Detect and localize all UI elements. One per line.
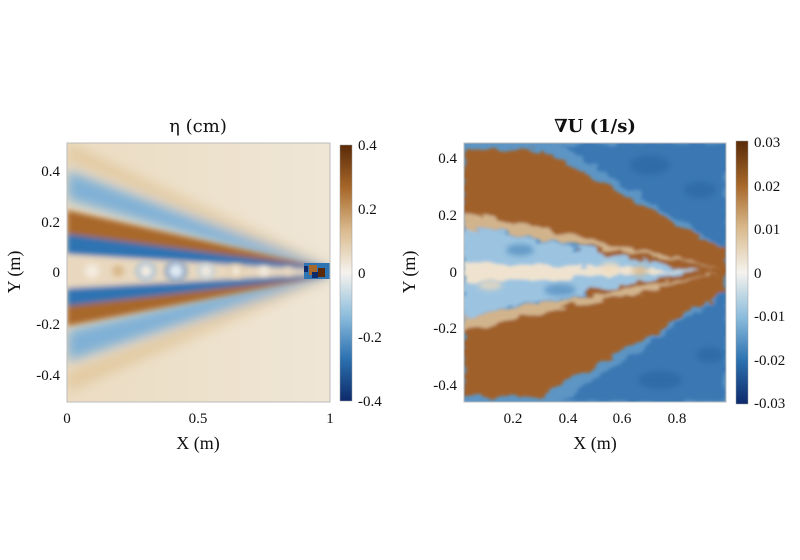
eta-outer-pos-arm-lower xyxy=(67,274,330,392)
divergence-y-axis-label: Y (m) xyxy=(399,251,420,294)
eta-chart: η (cm) xyxy=(4,116,382,454)
eta-cbar-tick-label: 0.2 xyxy=(358,202,377,218)
eta-outer-neg-arm-upper xyxy=(67,170,330,276)
eta-chart-title: η (cm) xyxy=(169,116,227,137)
divergence-cbar-tick-label: 0.01 xyxy=(754,222,780,238)
divergence-neg-exterior-upper xyxy=(560,143,726,250)
eta-plot-frame xyxy=(66,142,331,403)
divergence-cbar-tick-label: -0.02 xyxy=(754,353,785,369)
eta-pos-arm-lower xyxy=(67,272,326,326)
eta-y-tick-label: 0 xyxy=(53,265,61,281)
eta-y-axis: 0.4 0.2 0 -0.2 -0.4 xyxy=(36,164,60,384)
divergence-heatmap xyxy=(464,143,726,402)
divergence-y-tick-label: -0.2 xyxy=(433,321,457,337)
divergence-center-strip xyxy=(464,262,700,282)
eta-cbar-tick-label: 0 xyxy=(358,266,366,282)
divergence-chart: ∇U (1/s) xyxy=(399,116,785,454)
eta-y-tick-label: 0.4 xyxy=(41,164,60,180)
divergence-noise-patches xyxy=(478,155,724,389)
divergence-neg-exterior-lower xyxy=(560,292,726,402)
divergence-cbar-tick-label: 0.03 xyxy=(754,135,780,151)
eta-x-tick-label: 0.5 xyxy=(189,411,208,427)
divergence-x-axis: 0.2 0.4 0.6 0.8 xyxy=(504,411,687,427)
divergence-colorbar-ticks: 0.03 0.02 0.01 0 -0.01 -0.02 -0.03 xyxy=(754,135,785,412)
divergence-pos-arm-lower-edge xyxy=(464,274,720,330)
eta-neg-arm-upper xyxy=(67,234,326,271)
divergence-plot-frame xyxy=(463,142,727,403)
eta-neg-arm-lower xyxy=(67,273,326,306)
divergence-cbar-tick-label: 0 xyxy=(754,266,762,282)
eta-cbar-tick-label: -0.4 xyxy=(358,394,382,410)
divergence-chart-title: ∇U (1/s) xyxy=(554,116,636,137)
divergence-y-axis: 0.4 0.2 0 -0.2 -0.4 xyxy=(433,151,457,394)
divergence-x-tick-label: 0.2 xyxy=(504,411,523,427)
eta-outer-pos-arm-upper xyxy=(67,143,330,270)
eta-x-axis-label: X (m) xyxy=(176,433,220,454)
divergence-y-tick-label: 0.4 xyxy=(438,151,457,167)
divergence-x-tick-label: 0.6 xyxy=(613,411,632,427)
divergence-x-tick-label: 0.8 xyxy=(668,411,687,427)
divergence-pos-arm-upper-edge xyxy=(464,212,720,268)
eta-cbar-tick-label: -0.2 xyxy=(358,330,382,346)
eta-y-tick-label: -0.4 xyxy=(36,368,60,384)
eta-x-axis: 0 0.5 1 xyxy=(63,411,334,427)
eta-colorbar xyxy=(339,144,353,402)
divergence-y-tick-label: 0.2 xyxy=(438,208,457,224)
eta-y-tick-label: 0.2 xyxy=(41,215,60,231)
eta-source xyxy=(304,263,330,279)
eta-colorbar-ticks: 0.4 0.2 0 -0.2 -0.4 xyxy=(358,138,382,410)
divergence-colorbar xyxy=(735,140,749,405)
divergence-x-axis-label: X (m) xyxy=(573,433,617,454)
divergence-x-tick-label: 0.4 xyxy=(559,411,578,427)
divergence-y-tick-label: 0 xyxy=(450,265,458,281)
eta-y-tick-label: -0.2 xyxy=(36,317,60,333)
eta-center-strip xyxy=(67,256,326,288)
divergence-y-tick-label: -0.4 xyxy=(433,378,457,394)
eta-pos-arm-upper xyxy=(67,210,326,272)
divergence-cbar-tick-label: -0.03 xyxy=(754,396,785,412)
divergence-cbar-tick-label: 0.02 xyxy=(754,179,780,195)
eta-outer-neg-arm-lower xyxy=(67,268,330,362)
eta-x-tick-label: 1 xyxy=(326,411,334,427)
divergence-cbar-tick-label: -0.01 xyxy=(754,309,785,325)
divergence-pos-arm-lower xyxy=(464,252,726,396)
eta-y-axis-label: Y (m) xyxy=(4,251,25,294)
eta-cbar-tick-label: 0.4 xyxy=(358,138,377,154)
eta-x-tick-label: 0 xyxy=(63,411,71,427)
eta-heatmap xyxy=(67,143,330,402)
eta-centerline-bubbles xyxy=(85,260,292,282)
